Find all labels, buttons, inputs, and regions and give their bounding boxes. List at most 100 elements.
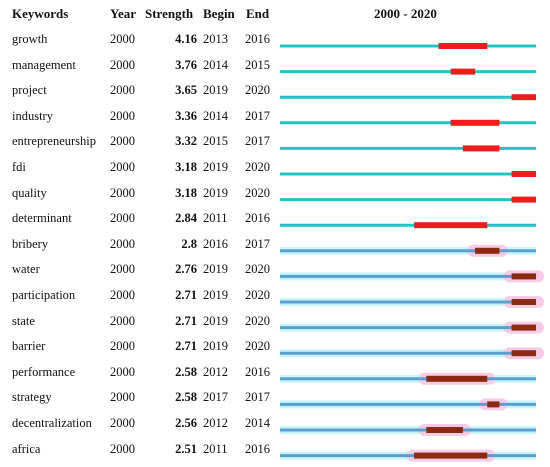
keyword-cell: entrepreneurship xyxy=(12,134,96,149)
year-cell: 2000 xyxy=(110,441,135,456)
begin-cell: 2017 xyxy=(203,390,228,405)
year-cell: 2000 xyxy=(110,339,135,354)
begin-cell: 2012 xyxy=(203,364,228,379)
burst-bar xyxy=(426,375,488,382)
strength-cell: 3.32 xyxy=(175,134,197,149)
begin-cell: 2013 xyxy=(203,32,228,46)
table-row: quality 2000 3.18 2019 2020 xyxy=(0,183,550,209)
end-cell: 2016 xyxy=(245,441,270,456)
header-year: Year xyxy=(110,6,136,21)
year-cell: 2000 xyxy=(110,211,135,226)
strength-cell: 2.58 xyxy=(175,364,197,379)
header-end: End xyxy=(246,6,270,21)
end-cell: 2017 xyxy=(245,236,270,251)
header-begin: Begin xyxy=(203,6,235,21)
burst-bar xyxy=(511,324,536,331)
begin-cell: 2011 xyxy=(203,441,228,456)
end-cell: 2020 xyxy=(245,288,270,302)
begin-cell: 2019 xyxy=(203,288,228,302)
year-cell: 2000 xyxy=(110,134,135,149)
burst-bar xyxy=(438,43,488,49)
strength-cell: 2.71 xyxy=(175,313,197,328)
keyword-cell: state xyxy=(12,313,35,328)
burst-bar xyxy=(426,427,463,433)
table-row: bribery 2000 2.8 2016 2017 xyxy=(0,234,550,260)
keyword-cell: fdi xyxy=(12,160,26,174)
keyword-cell: management xyxy=(12,57,76,72)
begin-cell: 2015 xyxy=(203,134,228,149)
burst-bar xyxy=(414,452,488,459)
year-cell: 2000 xyxy=(110,313,135,328)
begin-cell: 2019 xyxy=(203,83,228,98)
begin-cell: 2019 xyxy=(203,339,228,354)
burst-bar xyxy=(511,273,536,280)
begin-cell: 2014 xyxy=(203,108,228,123)
burst-bar xyxy=(511,94,536,101)
end-cell: 2020 xyxy=(245,339,270,354)
burst-bar xyxy=(511,299,536,305)
year-cell: 2000 xyxy=(110,236,135,251)
strength-cell: 3.76 xyxy=(175,57,197,72)
year-cell: 2000 xyxy=(110,32,135,46)
table-row: strategy 2000 2.58 2017 2017 xyxy=(0,387,550,413)
end-cell: 2017 xyxy=(245,134,270,149)
keyword-cell: bribery xyxy=(12,236,49,251)
table-row: state 2000 2.71 2019 2020 xyxy=(0,311,550,337)
strength-cell: 4.16 xyxy=(175,32,197,46)
table-row: entrepreneurship 2000 3.32 2015 2017 xyxy=(0,131,550,157)
year-cell: 2000 xyxy=(110,83,135,98)
burst-bar xyxy=(450,119,500,126)
strength-cell: 2.58 xyxy=(175,390,197,405)
keyword-cell: industry xyxy=(12,108,53,123)
year-cell: 2000 xyxy=(110,160,135,174)
strength-cell: 2.84 xyxy=(175,211,197,226)
end-cell: 2015 xyxy=(245,57,270,72)
header-keywords: Keywords xyxy=(12,6,69,21)
year-cell: 2000 xyxy=(110,364,135,379)
strength-cell: 3.18 xyxy=(175,185,197,200)
end-cell: 2016 xyxy=(245,211,270,226)
begin-cell: 2016 xyxy=(203,236,228,251)
begin-cell: 2019 xyxy=(203,262,228,277)
year-cell: 2000 xyxy=(110,288,135,302)
end-cell: 2020 xyxy=(245,83,270,98)
begin-cell: 2012 xyxy=(203,416,228,430)
year-cell: 2000 xyxy=(110,108,135,123)
header-strength: Strength xyxy=(145,6,194,21)
burst-bar xyxy=(414,222,488,229)
strength-cell: 2.71 xyxy=(175,288,197,302)
keyword-cell: determinant xyxy=(12,211,72,226)
burst-bar xyxy=(511,196,536,203)
table-row: decentralization 2000 2.56 2012 2014 xyxy=(0,413,550,439)
burst-bar xyxy=(487,401,500,408)
keyword-cell: quality xyxy=(12,185,47,200)
table-row: determinant 2000 2.84 2011 2016 xyxy=(0,208,550,234)
strength-cell: 2.76 xyxy=(175,262,197,277)
table-row: growth 2000 4.16 2013 2016 xyxy=(0,29,550,55)
end-cell: 2020 xyxy=(245,160,270,174)
table-row: barrier 2000 2.71 2019 2020 xyxy=(0,336,550,362)
year-cell: 2000 xyxy=(110,57,135,72)
header-timeline-range: 2000 - 2020 xyxy=(374,6,437,21)
keyword-cell: strategy xyxy=(12,390,52,405)
year-cell: 2000 xyxy=(110,390,135,405)
strength-cell: 3.65 xyxy=(175,83,197,98)
begin-cell: 2011 xyxy=(203,211,228,226)
table-row: fdi 2000 3.18 2019 2020 xyxy=(0,157,550,183)
end-cell: 2016 xyxy=(245,32,270,46)
table-row: industry 2000 3.36 2014 2017 xyxy=(0,106,550,132)
year-cell: 2000 xyxy=(110,262,135,277)
keyword-cell: project xyxy=(12,83,47,98)
begin-cell: 2019 xyxy=(203,185,228,200)
burst-bar xyxy=(511,171,536,177)
end-cell: 2016 xyxy=(245,364,270,379)
year-cell: 2000 xyxy=(110,185,135,200)
end-cell: 2020 xyxy=(245,262,270,277)
keyword-cell: growth xyxy=(12,32,48,46)
table-row: participation 2000 2.71 2019 2020 xyxy=(0,285,550,311)
burst-bar xyxy=(450,68,476,75)
strength-cell: 2.71 xyxy=(175,339,197,354)
keyword-cell: africa xyxy=(12,441,41,456)
table-row: management 2000 3.76 2014 2015 xyxy=(0,55,550,81)
keyword-cell: participation xyxy=(12,288,76,302)
